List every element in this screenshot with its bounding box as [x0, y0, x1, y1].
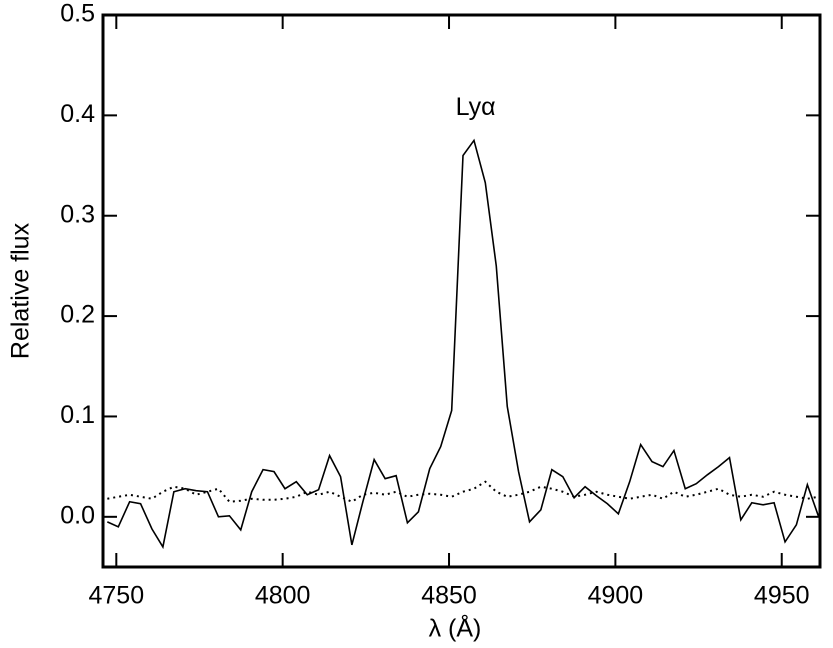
y-tick-label: 0.0: [60, 501, 95, 529]
series-line: [107, 480, 819, 503]
annotation: Lyα: [456, 93, 496, 121]
y-axis-label: Relative flux: [7, 222, 35, 359]
y-tick-label: 0.4: [60, 100, 95, 128]
x-tick-label: 4850: [421, 582, 477, 610]
x-tick-label: 4800: [255, 582, 311, 610]
y-tick-label: 0.5: [60, 0, 95, 28]
series-line: [106, 138, 820, 550]
y-tick-label: 0.2: [60, 301, 95, 329]
y-tick-label: 0.3: [60, 200, 95, 228]
x-tick-label: 4900: [588, 582, 644, 610]
x-tick-label: 4950: [754, 582, 810, 610]
x-tick-label: 4750: [88, 582, 144, 610]
y-tick-label: 0.1: [60, 401, 95, 429]
plot-frame: [101, 13, 822, 569]
x-axis-label: λ (Å): [429, 613, 482, 643]
